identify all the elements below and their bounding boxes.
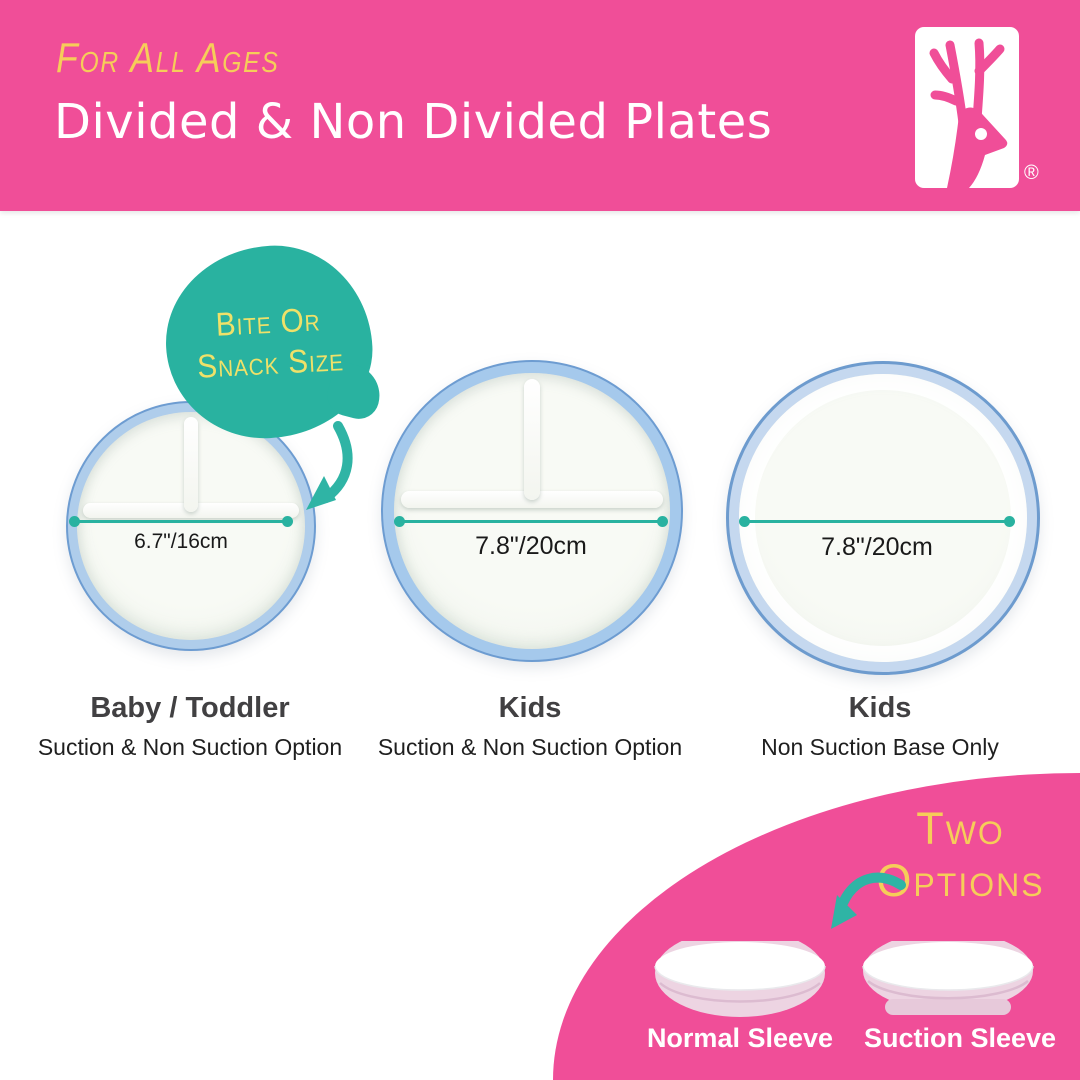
normal-sleeve-plate-icon	[654, 941, 826, 1017]
brand-logo	[915, 27, 1019, 188]
measure-dot	[739, 516, 750, 527]
divider-ridge-vertical	[184, 417, 198, 512]
two-options-heading: Two Options	[848, 803, 1073, 907]
header-banner: For All Ages Divided & Non Divided Plate…	[0, 0, 1080, 211]
deer-logo-icon	[929, 38, 1008, 188]
plate-name: Kids	[848, 692, 912, 724]
badge-line-2: Snack Size	[195, 340, 345, 385]
plate-kids-divided	[381, 360, 683, 662]
suction-sleeve-label: Suction Sleeve	[863, 1023, 1057, 1053]
sleeve-options-panel: Two Options Normal Sleeve Suction Sleeve	[553, 773, 1080, 1080]
measure-dot	[394, 516, 405, 527]
plate-subtitle: Suction & Non Suction Option	[37, 734, 343, 760]
header-eyebrow: For All Ages	[56, 34, 280, 81]
plate-kids-plain-surface	[739, 374, 1027, 662]
plate-subtitle: Suction & Non Suction Option	[377, 734, 683, 760]
measure-dot	[69, 516, 80, 527]
column-label-baby: Baby / Toddler Suction & Non Suction Opt…	[20, 692, 360, 761]
measure-dot	[1004, 516, 1015, 527]
badge-line-1: Bite Or	[214, 300, 322, 343]
measure-dot	[657, 516, 668, 527]
size-label-kids-plain: 7.8"/20cm	[821, 533, 933, 561]
curved-arrow-icon	[831, 872, 906, 929]
options-line-1: Two	[916, 803, 1005, 854]
measure-dot	[282, 516, 293, 527]
size-label-kids-divided: 7.8"/20cm	[475, 532, 587, 560]
diameter-line-kids-divided	[394, 516, 668, 527]
diameter-line-baby	[69, 516, 293, 527]
curved-arrow-icon	[306, 421, 353, 510]
plate-kids-plain	[726, 361, 1040, 675]
plate-kids-divided-surface	[394, 373, 670, 649]
options-line-2: Options	[876, 855, 1045, 907]
plate-baby-toddler-surface	[77, 412, 305, 640]
column-label-kids-plain: Kids Non Suction Base Only	[705, 692, 1055, 761]
registered-trademark: ®	[1024, 162, 1039, 184]
suction-sleeve-plate-icon	[862, 941, 1034, 1015]
divider-ridge-vertical	[524, 379, 540, 500]
plate-name: Baby / Toddler	[90, 692, 290, 724]
plate-name: Kids	[498, 692, 562, 724]
column-label-kids-divided: Kids Suction & Non Suction Option	[357, 692, 703, 761]
normal-sleeve-label: Normal Sleeve	[646, 1023, 834, 1053]
diameter-line-kids-plain	[739, 516, 1015, 527]
plate-baby-toddler	[66, 401, 316, 651]
size-label-baby: 6.7"/16cm	[134, 530, 228, 553]
plate-subtitle: Non Suction Base Only	[761, 734, 999, 760]
page-title: Divided & Non Divided Plates	[54, 94, 773, 150]
